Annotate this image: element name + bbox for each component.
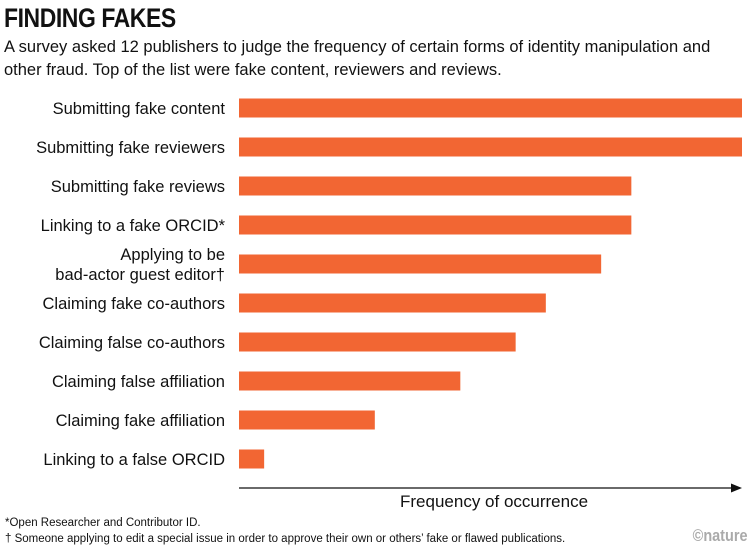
category-label: Claiming false co-authors: [39, 334, 225, 352]
category-label: Claiming fake affiliation: [56, 412, 225, 430]
footnote-guest-editor: † Someone applying to edit a special iss…: [5, 533, 566, 545]
category-label: bad-actor guest editor†: [55, 266, 225, 284]
bar: [239, 293, 546, 313]
category-label: Claiming false affiliation: [52, 373, 225, 391]
category-label: Linking to a false ORCID: [43, 451, 225, 469]
bar: [239, 215, 632, 235]
category-label: Claiming fake co-authors: [43, 295, 226, 313]
footnote-orcid: *Open Researcher and Contributor ID.: [5, 517, 201, 529]
bar: [239, 254, 602, 274]
bar: [239, 176, 632, 196]
category-label: Applying to be: [120, 246, 225, 264]
category-label: Submitting fake reviewers: [36, 139, 225, 157]
category-label: Linking to a fake ORCID*: [41, 217, 226, 235]
bar: [239, 332, 516, 352]
bar: [239, 98, 742, 118]
category-label: Submitting fake content: [53, 100, 226, 118]
chart-title: FINDING FAKES: [4, 3, 176, 33]
bar: [239, 410, 375, 430]
category-label: Submitting fake reviews: [51, 178, 225, 196]
nature-logo: ©nature: [692, 526, 747, 545]
chart-subtitle: A survey asked 12 publishers to judge th…: [4, 38, 711, 79]
bar: [239, 137, 742, 157]
bar: [239, 449, 265, 469]
bar: [239, 371, 461, 391]
x-axis-label: Frequency of occurrence: [400, 492, 589, 511]
x-axis-arrow-icon: [731, 483, 742, 493]
